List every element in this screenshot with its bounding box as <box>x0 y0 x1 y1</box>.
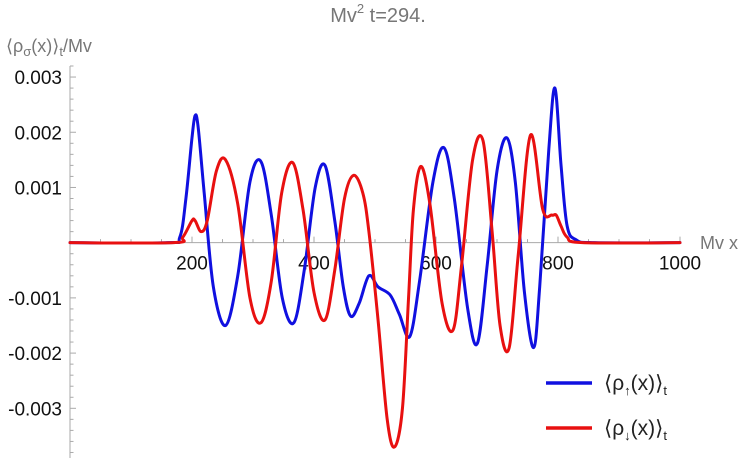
legend-label-spin-up: ⟨ρ↑(x)⟩t <box>604 372 667 398</box>
legend-label-spin-down: ⟨ρ↓(x)⟩t <box>604 417 667 443</box>
y-ticks: -0.003 -0.002 -0.001 0.001 0.002 0.003 <box>8 68 62 420</box>
legend: ⟨ρ↑(x)⟩t ⟨ρ↓(x)⟩t <box>546 372 667 443</box>
y-tick-label: -0.002 <box>8 344 62 365</box>
x-tick-label: 1000 <box>659 254 701 275</box>
x-axis-label: Mv x <box>700 233 738 253</box>
y-tick-label: -0.001 <box>8 289 62 310</box>
series-spin-down-line <box>68 133 682 449</box>
x-tick-label: 800 <box>542 254 574 275</box>
series-spin-up-line <box>68 86 682 350</box>
chart-title: Mv2 t=294. <box>330 1 426 27</box>
y-axis-label: ⟨ρσ(x)⟩t/Mv <box>6 36 92 59</box>
y-tick-label: 0.002 <box>14 123 62 144</box>
y-tick-label: 0.003 <box>14 68 62 89</box>
y-tick-label: 0.001 <box>14 178 62 199</box>
y-minor-ticks <box>70 65 76 453</box>
x-tick-label: 200 <box>176 254 208 275</box>
axes <box>69 65 681 458</box>
series-layer <box>68 86 682 449</box>
y-tick-label: -0.003 <box>8 399 62 420</box>
